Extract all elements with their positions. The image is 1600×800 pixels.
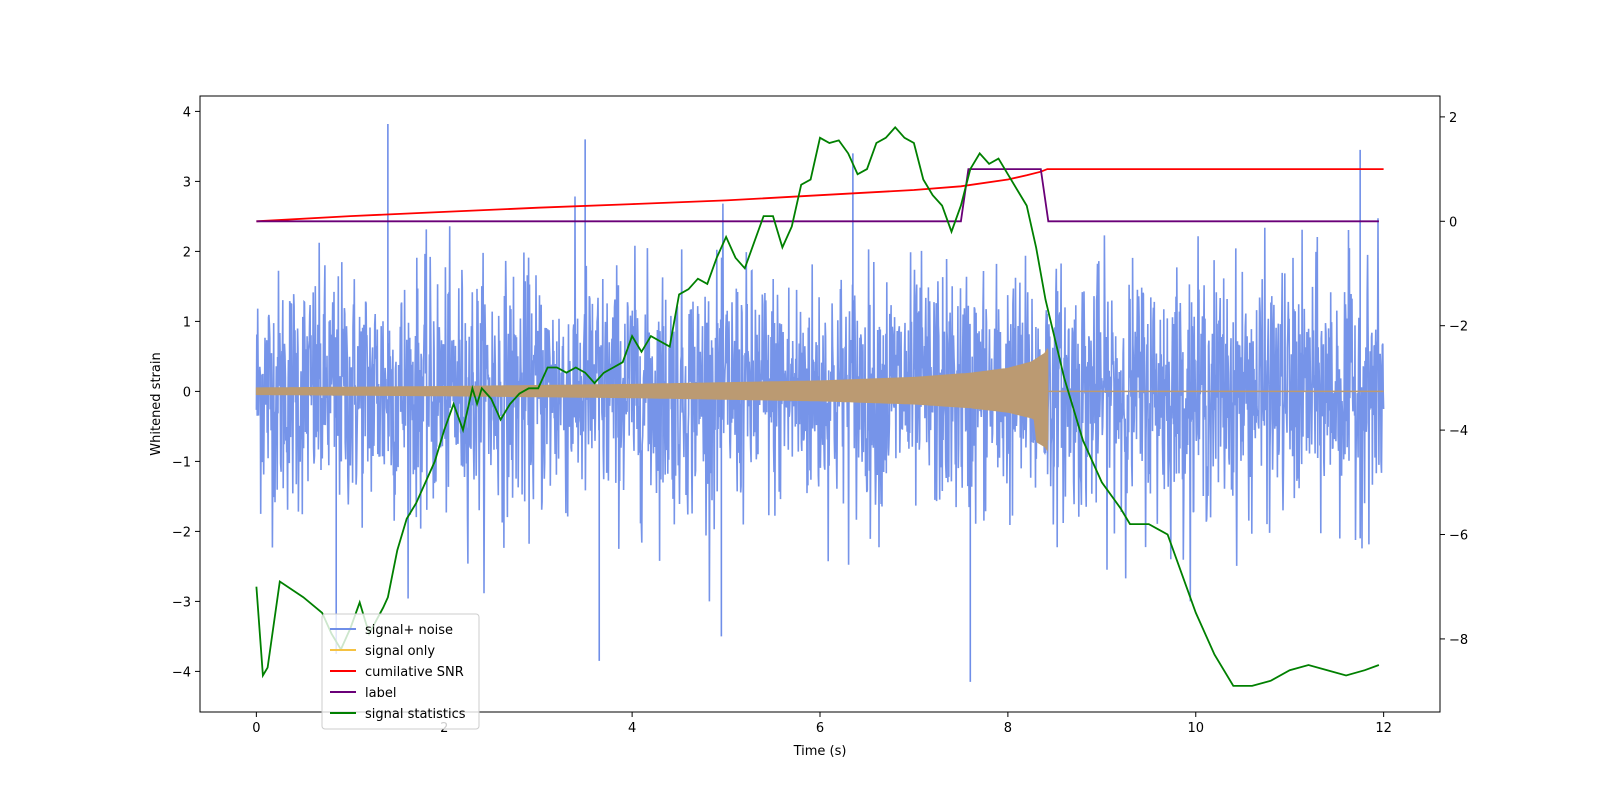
y-tick-label: −1 <box>172 455 191 470</box>
y-tick-label: 0 <box>183 385 191 400</box>
y-axis-left: −4 −3 −2 −1 0 1 2 3 4 <box>172 105 200 680</box>
legend: signal+ noise signal only cumilative SNR la… <box>321 613 480 730</box>
series-signal-only <box>255 347 1048 452</box>
y2-tick-label: −8 <box>1449 633 1468 648</box>
y-axis-label: Whitened strain <box>149 352 164 455</box>
y-tick-label: −3 <box>172 595 191 610</box>
y-axis-right: −8 −6 −4 −2 0 2 <box>1440 111 1468 648</box>
series-cumilative-snr <box>256 168 1384 223</box>
y2-tick-label: −2 <box>1449 320 1468 335</box>
y2-tick-label: 2 <box>1449 111 1457 126</box>
y-tick-label: 1 <box>183 315 191 330</box>
x-tick-label: 6 <box>816 721 824 736</box>
y-tick-label: 3 <box>183 175 191 190</box>
series-signal-statistics <box>255 125 1380 687</box>
y-tick-label: 2 <box>183 245 191 260</box>
y2-tick-label: −6 <box>1449 529 1468 544</box>
y-tick-label: −4 <box>172 665 191 680</box>
x-tick-label: 10 <box>1187 721 1204 736</box>
y2-tick-label: 0 <box>1449 215 1457 230</box>
legend-entry: signal statistics <box>365 707 466 722</box>
legend-entry: cumilative SNR <box>365 665 464 680</box>
legend-entry: label <box>365 686 396 701</box>
x-axis-label: Time (s) <box>793 744 847 759</box>
x-tick-label: 12 <box>1375 721 1392 736</box>
y-tick-label: 4 <box>183 105 191 120</box>
y-tick-label: −2 <box>172 525 191 540</box>
legend-entry: signal only <box>365 644 435 659</box>
series-layer <box>255 124 1385 687</box>
y2-tick-label: −4 <box>1449 424 1468 439</box>
x-tick-label: 4 <box>628 721 636 736</box>
x-tick-label: 0 <box>252 721 260 736</box>
legend-entry: signal+ noise <box>365 623 453 638</box>
x-tick-label: 8 <box>1004 721 1012 736</box>
legend-box <box>321 613 480 730</box>
